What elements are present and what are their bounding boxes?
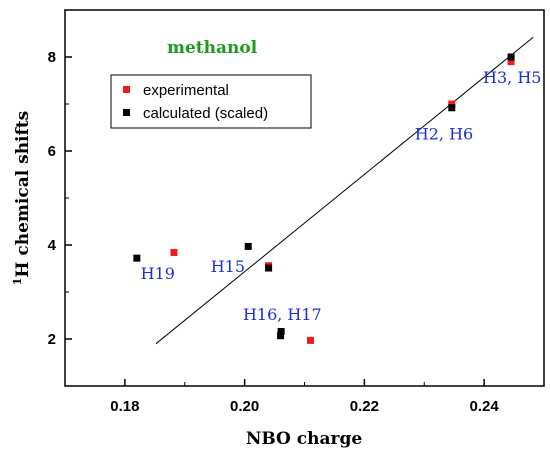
legend-box xyxy=(110,74,312,129)
point-annotations: H3, H5 H2, H6 H19 H15 H16, H17 xyxy=(141,68,542,324)
legend-label-calculated: calculated (scaled) xyxy=(143,105,268,122)
y-tick-label: 8 xyxy=(48,49,56,66)
fit-line-group xyxy=(155,36,534,345)
point-annotation: H2, H6 xyxy=(415,124,473,143)
chart-title: methanol xyxy=(167,38,258,58)
x-axis-ticks: 0.18 0.20 0.22 0.24 xyxy=(64,379,545,415)
y-axis-ticks: 2 4 6 8 xyxy=(48,9,72,387)
point-experimental xyxy=(507,58,515,66)
point-experimental xyxy=(448,100,456,108)
point-calculated xyxy=(277,332,285,340)
point-calculated xyxy=(133,254,141,262)
y-axis-title-superscript: 1 xyxy=(11,278,24,286)
point-calculated xyxy=(277,327,285,335)
point-experimental xyxy=(170,249,178,257)
legend-swatch-experimental xyxy=(123,86,130,93)
y-tick-label: 6 xyxy=(48,143,56,160)
y-tick-label: 2 xyxy=(48,331,56,348)
point-annotation: H16, H17 xyxy=(243,305,322,324)
x-tick-label: 0.22 xyxy=(350,398,379,415)
point-annotation: H15 xyxy=(211,257,245,276)
x-tick-label: 0.24 xyxy=(470,398,500,415)
point-annotation: H3, H5 xyxy=(483,68,541,87)
point-calculated xyxy=(265,264,273,272)
y-axis-title: 1H chemical shifts xyxy=(11,111,33,285)
x-tick-label: 0.18 xyxy=(110,398,139,415)
point-calculated xyxy=(507,53,515,61)
y-axis-title-main: H chemical shifts xyxy=(13,111,33,278)
point-annotation: H19 xyxy=(141,264,175,283)
data-points xyxy=(133,53,515,344)
legend-swatch-calculated xyxy=(123,109,130,116)
point-calculated xyxy=(448,104,456,112)
plot-frame xyxy=(64,9,545,387)
y-tick-label: 4 xyxy=(48,237,57,254)
point-experimental xyxy=(306,336,314,344)
x-axis-title: NBO charge xyxy=(246,429,363,449)
fit-line xyxy=(155,36,534,345)
legend-label-experimental: experimental xyxy=(143,82,229,99)
point-calculated xyxy=(244,242,252,250)
x-tick-label: 0.20 xyxy=(230,398,259,415)
legend: experimental calculated (scaled) xyxy=(110,74,312,129)
